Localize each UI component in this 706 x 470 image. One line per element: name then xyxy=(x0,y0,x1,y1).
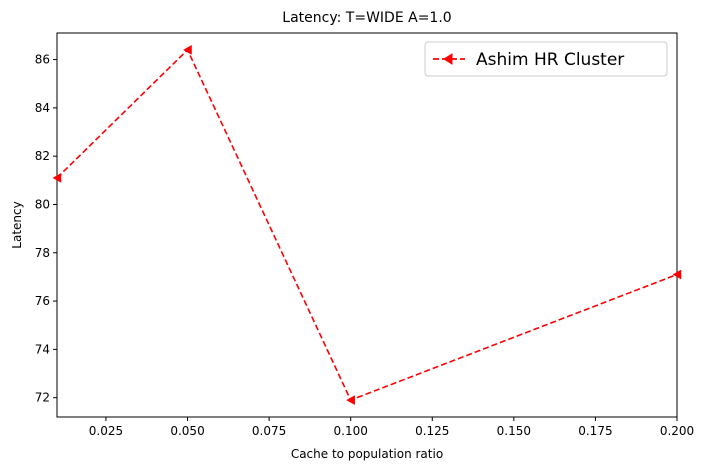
x-tick-label: 0.025 xyxy=(89,424,123,438)
y-tick-label: 84 xyxy=(35,101,50,115)
y-tick-label: 74 xyxy=(35,342,50,356)
y-tick-label: 72 xyxy=(35,391,50,405)
x-tick-label: 0.200 xyxy=(660,424,694,438)
y-tick-label: 80 xyxy=(35,197,50,211)
y-axis-ticks: 72 74 76 78 80 82 84 86 xyxy=(35,53,57,405)
y-axis-title: Latency xyxy=(10,201,24,248)
plot-frame xyxy=(56,32,678,418)
x-tick-label: 0.050 xyxy=(170,424,204,438)
plot-area xyxy=(52,32,682,418)
x-tick-label: 0.100 xyxy=(334,424,368,438)
series-layer xyxy=(52,44,682,406)
legend: Ashim HR Cluster xyxy=(424,41,668,77)
x-tick-label: 0.075 xyxy=(252,424,286,438)
data-point-marker xyxy=(346,395,355,406)
data-point-marker xyxy=(183,44,192,55)
x-axis-title: Cache to population ratio xyxy=(291,447,443,461)
y-tick-label: 76 xyxy=(35,294,50,308)
legend-box xyxy=(424,41,668,77)
legend-marker xyxy=(443,53,453,65)
y-tick-label: 78 xyxy=(35,246,50,260)
chart-title: Latency: T=WIDE A=1.0 xyxy=(282,10,451,26)
series-line xyxy=(56,48,678,402)
y-tick-label: 86 xyxy=(35,53,50,67)
x-axis-ticks: 0.025 0.050 0.075 0.100 0.125 0.150 0.175 0.200 xyxy=(89,417,694,438)
data-point-marker xyxy=(52,172,62,183)
data-point-marker xyxy=(672,269,682,280)
x-tick-label: 0.175 xyxy=(578,424,612,438)
y-tick-label: 82 xyxy=(35,149,50,163)
x-tick-label: 0.150 xyxy=(497,424,531,438)
legend-label: Ashim HR Cluster xyxy=(476,50,624,70)
x-tick-label: 0.125 xyxy=(415,424,449,438)
